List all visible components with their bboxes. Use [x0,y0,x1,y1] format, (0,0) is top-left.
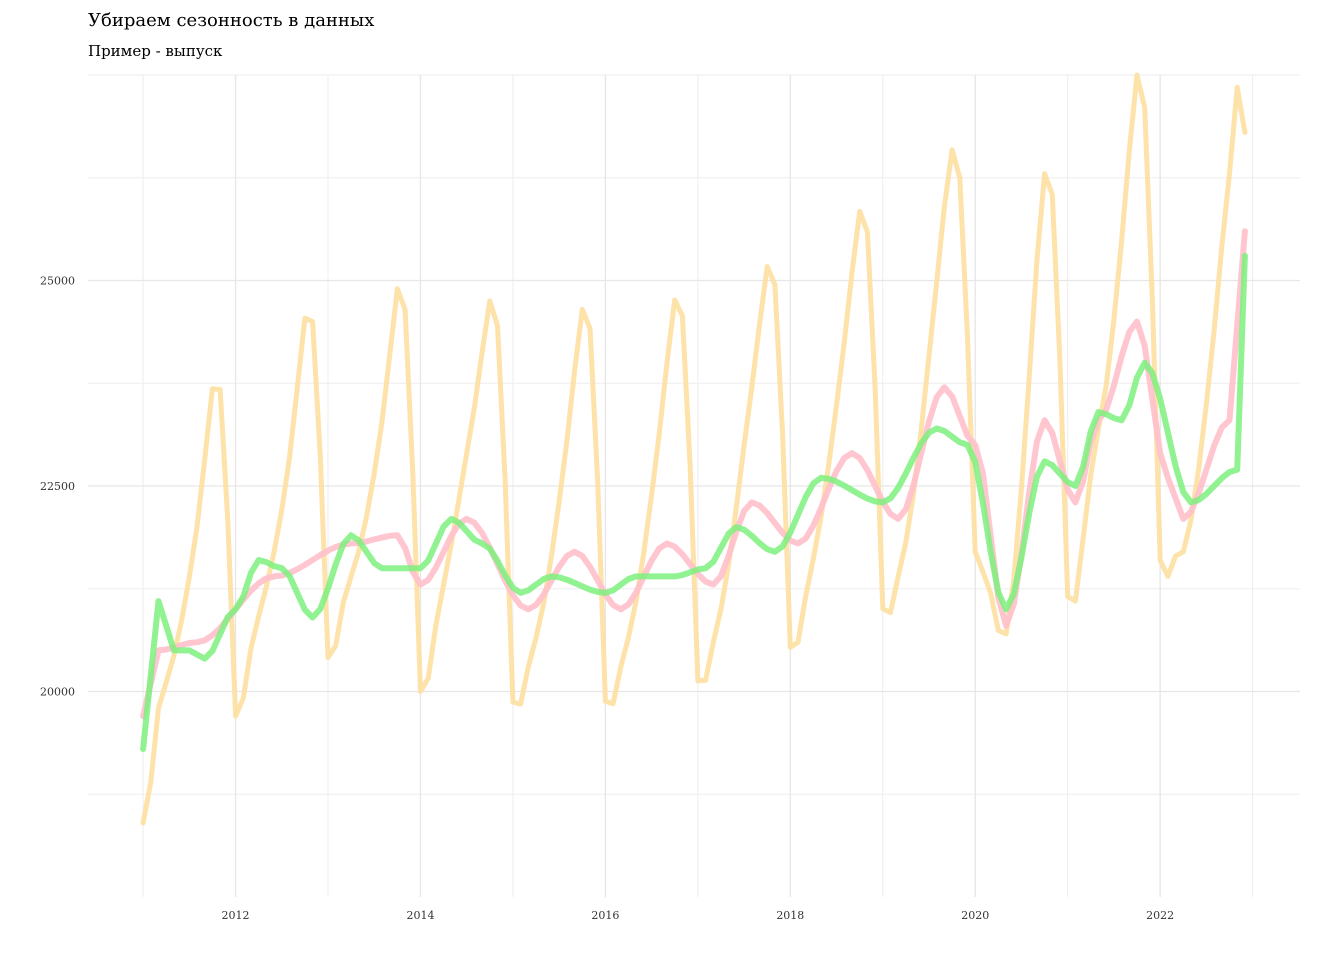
x-tick-label: 2014 [406,909,434,922]
y-tick-label: 20000 [40,686,75,699]
series-line-original [140,72,1248,826]
y-tick-label: 22500 [40,480,75,493]
x-tick-label: 2012 [222,909,250,922]
series-line-trend [140,252,1248,752]
series-layer [140,72,1248,826]
major-gridlines [88,75,1300,897]
minor-gridlines [88,74,1300,897]
x-tick-label: 2016 [591,909,619,922]
y-tick-label: 25000 [40,275,75,288]
x-tick-label: 2022 [1146,909,1174,922]
chart-subtitle: Пример - выпуск [88,42,223,60]
chart-title: Убираем сезонность в данных [88,10,375,31]
x-tick-label: 2020 [961,909,989,922]
axis-tick-labels: 2012 2014 2016 2018 2020 2022 20000 22500 25000 [40,275,1174,923]
x-tick-label: 2018 [776,909,804,922]
